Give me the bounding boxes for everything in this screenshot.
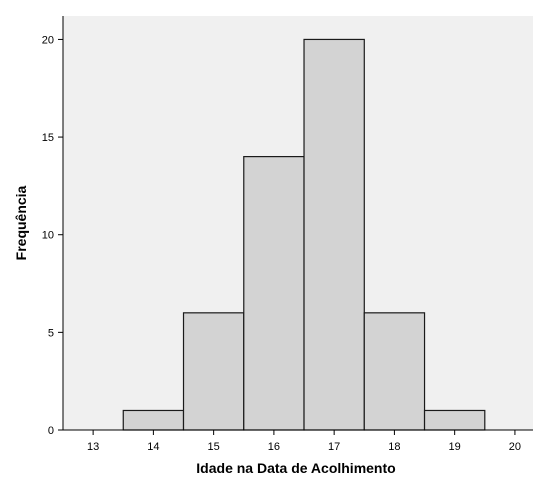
bar-17 xyxy=(303,38,365,431)
bar-19 xyxy=(423,409,486,431)
y-axis-title: Frequência xyxy=(13,185,29,260)
x-tick-label: 19 xyxy=(449,441,461,453)
y-tick-label: 10 xyxy=(42,230,54,242)
x-tick-label: 14 xyxy=(147,441,159,453)
bars-group xyxy=(122,38,486,431)
x-tick-label: 18 xyxy=(388,441,400,453)
x-tick-label: 17 xyxy=(328,441,340,453)
bar-16 xyxy=(243,156,305,431)
x-tick-label: 20 xyxy=(509,441,521,453)
y-tick-label: 0 xyxy=(48,425,54,437)
y-tick-label: 5 xyxy=(48,327,54,339)
bar-14 xyxy=(122,409,185,431)
y-axis-ticks: 0 5 10 15 20 xyxy=(42,34,63,437)
bar-18 xyxy=(363,312,426,431)
x-tick-label: 16 xyxy=(268,441,280,453)
x-axis-title: Idade na Data de Acolhimento xyxy=(196,460,395,476)
y-tick-label: 20 xyxy=(42,34,54,46)
bar-15 xyxy=(182,312,245,431)
x-tick-label: 13 xyxy=(87,441,99,453)
y-tick-label: 15 xyxy=(42,132,54,144)
x-axis-ticks: 13 14 15 16 17 18 19 20 xyxy=(87,430,521,453)
x-tick-label: 15 xyxy=(208,441,220,453)
